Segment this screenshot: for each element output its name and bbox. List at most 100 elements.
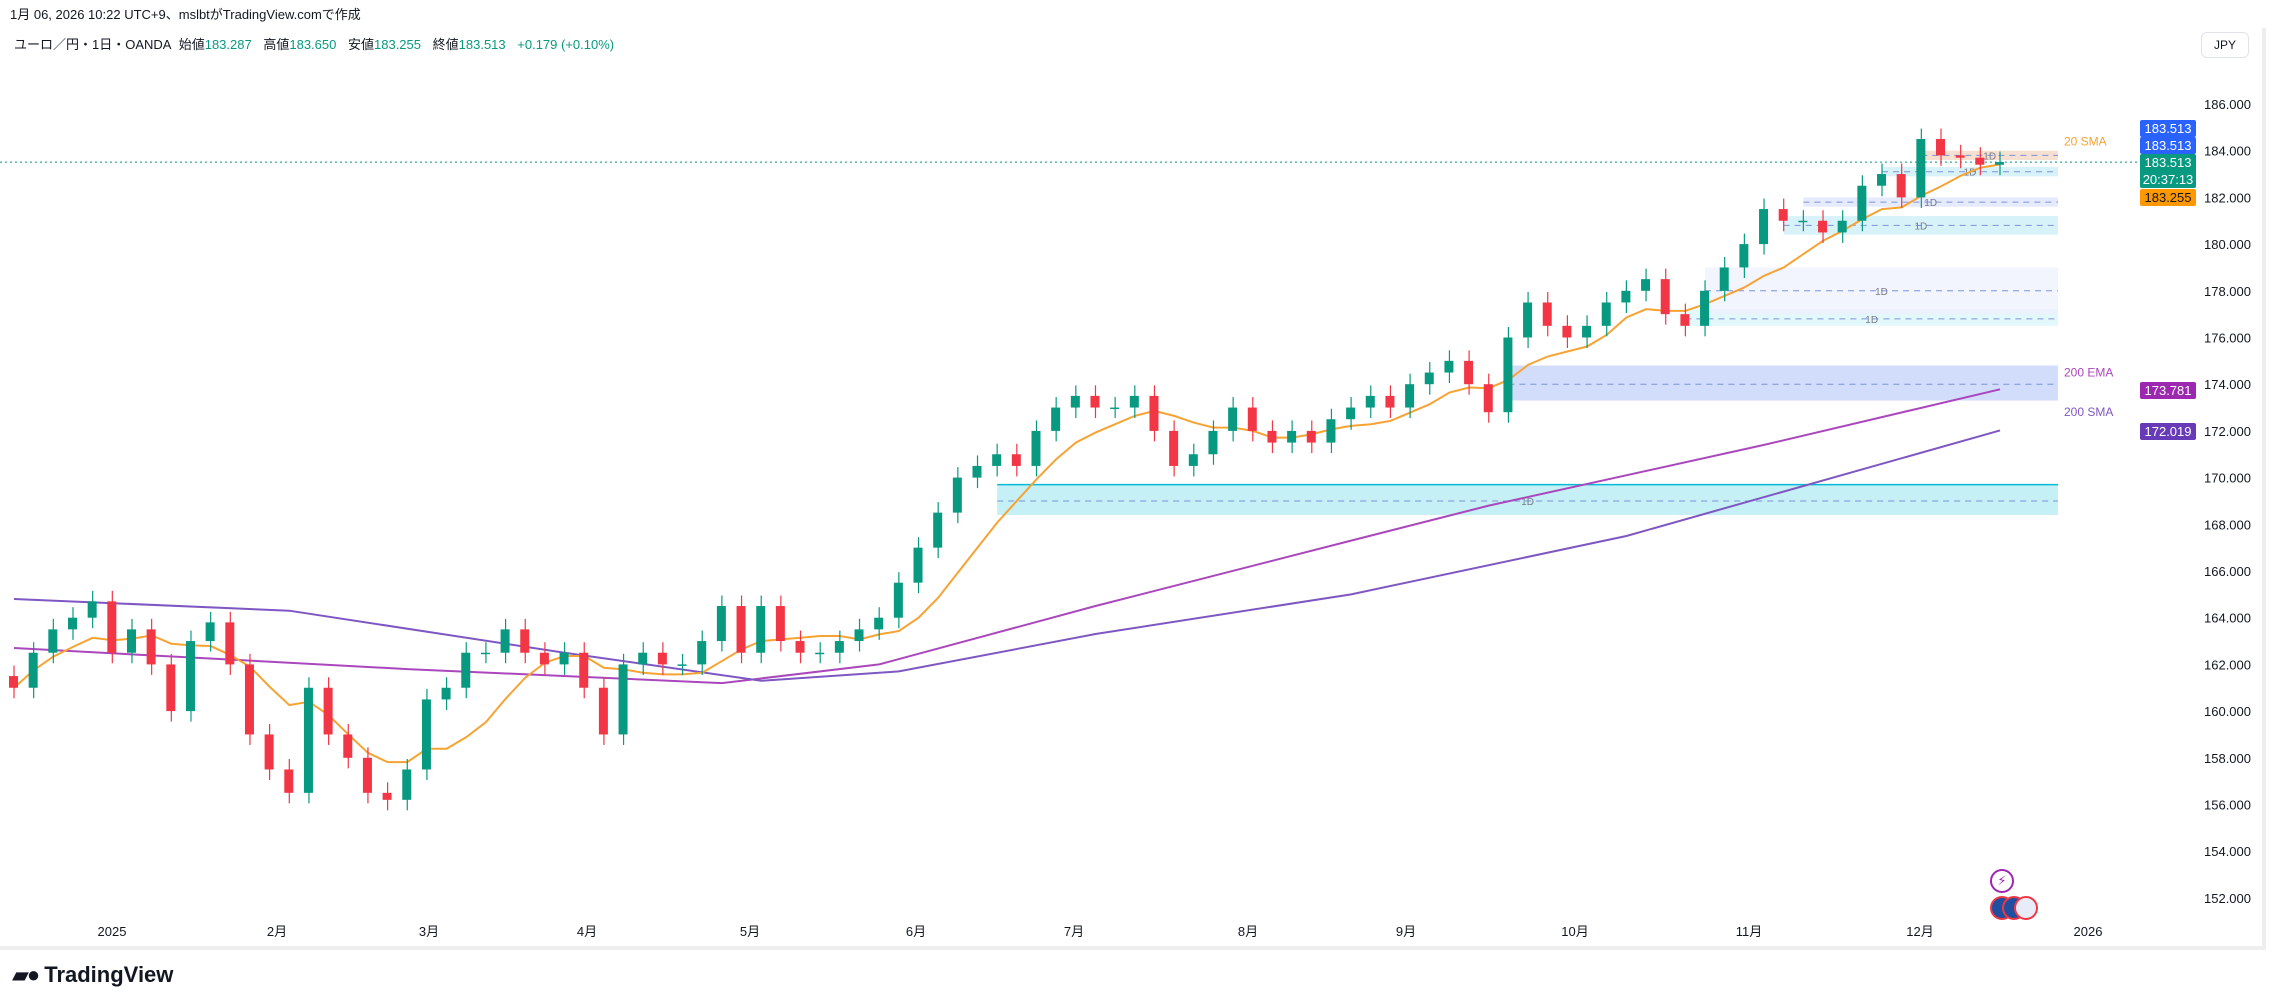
candle: [1385, 385, 1395, 419]
candle-body: [874, 617, 884, 630]
zone-label-3: 1D: [1875, 287, 1888, 298]
last-price: 183.513: [2144, 155, 2192, 170]
candle: [834, 630, 844, 664]
eu-events-icon[interactable]: [1990, 896, 2038, 920]
symbol-legend: ユーロ／円・1日・OANDA 始値183.287 高値183.650 安値183…: [14, 34, 622, 53]
candle-body: [87, 601, 97, 618]
candle: [1621, 280, 1631, 313]
candle-body: [1405, 384, 1415, 408]
candle-body: [1719, 267, 1729, 291]
candle: [1955, 144, 1965, 169]
candle: [1247, 397, 1257, 442]
candle-body: [1641, 279, 1651, 291]
candle: [1877, 163, 1887, 197]
candle-body: [166, 664, 176, 712]
candle: [520, 618, 530, 664]
price-tick-label: 160.000: [2204, 704, 2251, 719]
time-tick-label: 3月: [419, 924, 439, 939]
candle: [1601, 291, 1611, 337]
price-tick-label: 174.000: [2204, 377, 2251, 392]
candle: [736, 595, 746, 664]
sma20-label: 20 SMA: [2064, 134, 2107, 148]
currency-button[interactable]: JPY: [2201, 32, 2249, 58]
candle-body: [1837, 220, 1847, 233]
candle: [775, 595, 785, 652]
candle-body: [1011, 454, 1021, 466]
time-tick-label: 2026: [2074, 924, 2103, 939]
candle: [1188, 443, 1198, 477]
candle-body: [48, 629, 58, 653]
candle-body: [697, 641, 707, 665]
candle: [28, 642, 38, 699]
price-tick-label: 156.000: [2204, 798, 2251, 813]
zone-label-2: 1D: [1865, 315, 1878, 326]
candle: [205, 611, 215, 652]
candle-body: [382, 792, 392, 800]
candle: [657, 642, 667, 675]
candle-body: [736, 606, 746, 653]
price-axis: 152.000 154.000 156.000 158.000 160.000 162.0…: [2204, 97, 2251, 906]
candle: [874, 607, 884, 640]
time-tick-label: 6月: [906, 924, 926, 939]
candle-body: [421, 699, 431, 770]
candle: [913, 537, 923, 594]
candle-body: [1975, 157, 1985, 165]
chart-frame: [0, 28, 2266, 950]
candle-body: [441, 687, 451, 700]
candle: [1719, 256, 1729, 302]
price-tick-label: 170.000: [2204, 471, 2251, 486]
candle: [1641, 268, 1651, 302]
candle-body: [933, 512, 943, 548]
candle: [1149, 385, 1159, 442]
candle: [1326, 408, 1336, 454]
zone-label-4: 1D: [1914, 221, 1927, 232]
candle: [992, 443, 1002, 477]
candle: [1680, 303, 1690, 337]
candle-body: [1365, 395, 1375, 408]
time-tick-label: 4月: [577, 924, 597, 939]
candle: [1424, 362, 1434, 395]
candle-body: [1798, 220, 1808, 223]
candle-body: [1601, 302, 1611, 326]
candle-body: [1700, 290, 1710, 326]
ema200-price-tag: 173.781: [2140, 382, 2196, 399]
candle: [1995, 151, 2004, 176]
candle-body: [1680, 314, 1690, 326]
candle: [126, 618, 136, 664]
time-tick-label: 5月: [740, 924, 760, 939]
candle: [1562, 315, 1572, 349]
candle: [598, 677, 608, 745]
tradingview-logo-icon: ▰●: [12, 962, 40, 987]
candle-body: [343, 734, 353, 758]
candle: [579, 642, 589, 699]
price-tick-label: 180.000: [2204, 237, 2251, 252]
sma20-line: [13, 163, 2001, 764]
symbol-name[interactable]: ユーロ／円・1日・OANDA: [14, 37, 172, 52]
candle-body: [638, 652, 648, 665]
candle: [559, 642, 569, 675]
candle: [618, 653, 628, 745]
candle: [1306, 420, 1316, 454]
candle: [1129, 385, 1139, 419]
price-tick-label: 164.000: [2204, 611, 2251, 626]
candle: [795, 630, 805, 664]
open-label: 始値: [178, 37, 205, 52]
candle-body: [815, 652, 825, 655]
lightning-event-icon[interactable]: ⚡: [1990, 869, 2014, 893]
candle-body: [146, 629, 156, 665]
candle: [1660, 268, 1670, 325]
candle-body: [716, 606, 726, 642]
candle-body: [1169, 430, 1179, 466]
last-price-tag: 183.513 20:37:13: [2140, 154, 2196, 188]
candle-body: [461, 652, 471, 688]
candle: [854, 618, 864, 652]
candle-body: [264, 734, 274, 770]
candle-body: [1739, 244, 1749, 268]
candle: [244, 653, 254, 745]
candle-body: [323, 687, 333, 735]
candle: [1837, 210, 1847, 243]
high-price-tag: 183.513: [2140, 120, 2196, 137]
candle-body: [284, 769, 294, 793]
tradingview-logo[interactable]: ▰● TradingView: [12, 962, 173, 988]
